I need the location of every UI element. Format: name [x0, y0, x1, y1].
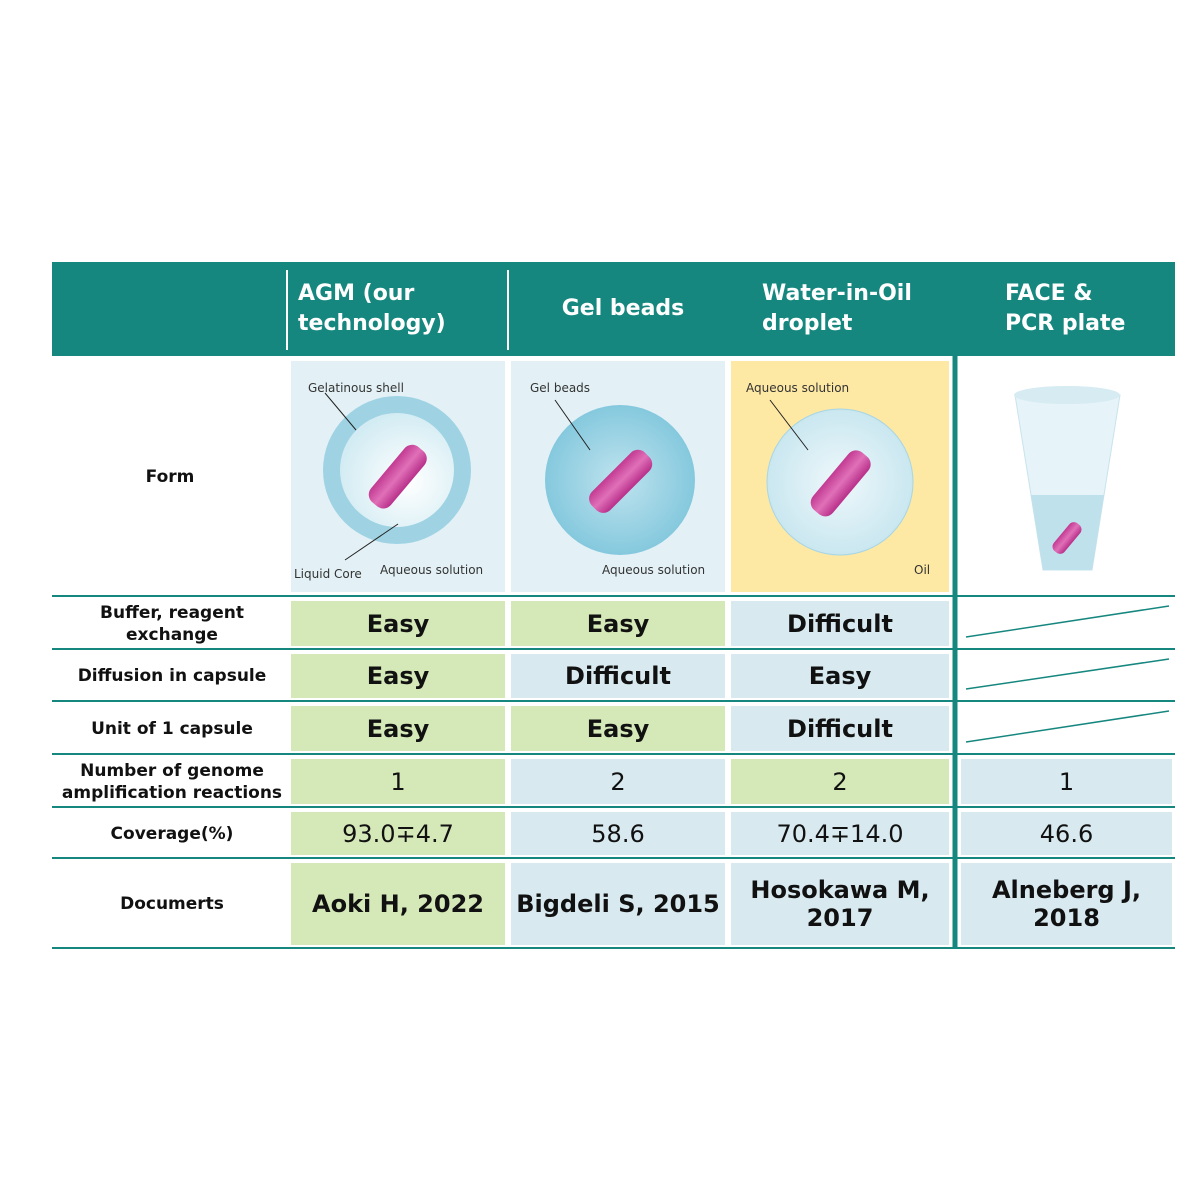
cell: Hosokawa M, 2017: [731, 863, 949, 945]
row-label: Unit of 1 capsule: [91, 718, 253, 739]
cell: Bigdeli S, 2015: [511, 863, 725, 945]
slash: [965, 605, 1170, 638]
annotation: Aqueous solution: [380, 563, 483, 577]
annotation: Aqueous solution: [602, 563, 705, 577]
cell: Easy: [291, 706, 505, 751]
column-header: FACE & PCR plate: [1005, 281, 1126, 336]
cell: 46.6: [961, 812, 1172, 855]
cell: 70.4∓14.0: [731, 812, 949, 855]
header-band: [52, 262, 1175, 356]
row-label: Documerts: [120, 894, 224, 914]
annotation: Aqueous solution: [746, 381, 849, 395]
column-header: Water-in-Oil droplet: [762, 281, 912, 336]
cell: Aoki H, 2022: [291, 863, 505, 945]
pointer: [344, 523, 399, 561]
genome-rod: [368, 444, 427, 509]
slash: [965, 710, 1170, 743]
row-label: Coverage(%): [110, 823, 234, 844]
cell: 58.6: [511, 812, 725, 855]
cell: Easy: [291, 654, 505, 698]
slash: [965, 658, 1170, 690]
cell: 1: [961, 759, 1172, 804]
pointer: [554, 399, 591, 451]
cell: Easy: [731, 654, 949, 698]
genome-rod: [589, 449, 653, 513]
pointer: [324, 392, 357, 431]
row-label: Number of genome amplification reactions: [61, 760, 283, 803]
annotation: Gelatinous shell: [308, 381, 404, 395]
cell: Easy: [511, 601, 725, 646]
row-label: Buffer, reagent exchange: [100, 602, 244, 645]
cell: 2: [511, 759, 725, 804]
cell: Alneberg J, 2018: [961, 863, 1172, 945]
cell: Easy: [291, 601, 505, 646]
pcr-tube: [1014, 386, 1120, 404]
column-header: Gel beads: [561, 296, 685, 321]
annotation: Gel beads: [530, 381, 590, 395]
cell: Easy: [511, 706, 725, 751]
cell: 93.0∓4.7: [291, 812, 505, 855]
genome-rod: [810, 450, 871, 517]
pointer: [769, 399, 809, 451]
cell: Difficult: [511, 654, 725, 698]
column-header: AGM (our technology): [298, 281, 446, 336]
cell: Difficult: [731, 601, 949, 646]
annotation: Oil: [914, 563, 930, 577]
genome-rod: [1052, 522, 1082, 554]
cell: 1: [291, 759, 505, 804]
cell: Difficult: [731, 706, 949, 751]
row-label: Diffusion in capsule: [77, 666, 267, 686]
annotation: Liquid Core: [294, 567, 362, 581]
row-label: Form: [145, 466, 195, 487]
cell: 2: [731, 759, 949, 804]
